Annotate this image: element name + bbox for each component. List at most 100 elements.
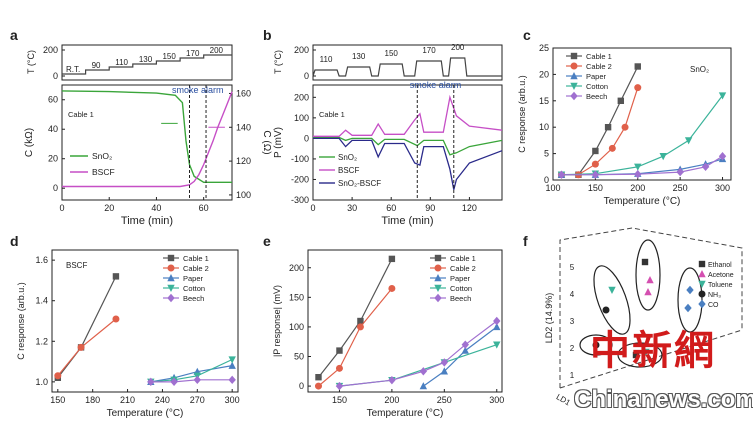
panel-b-ytick-label: -100 (291, 154, 309, 164)
panel-e-data-point (440, 358, 449, 367)
panel-c-ytick-label: 0 (544, 175, 549, 185)
panel-d-ytick-label: 1.0 (35, 377, 48, 387)
panel-c-data-point (557, 170, 566, 179)
panel-d-series-line (150, 365, 233, 383)
panel-c-legend-marker (570, 91, 578, 101)
panel-c-data-point (634, 163, 642, 171)
panel-b-ytick-label: 0 (304, 133, 309, 143)
panel-d-ytick-label: 1.6 (35, 255, 48, 265)
panel-f-box (559, 227, 743, 388)
panel-e-data-point (461, 346, 469, 354)
panel-e-xtick-label: 300 (489, 395, 504, 405)
panel-b-temp-frame (312, 44, 503, 81)
panel-b-xtick-label: 30 (347, 203, 357, 213)
panel-a-toplabel: T (°C) (26, 50, 36, 74)
panel-c-legend-marker (570, 82, 578, 90)
panel-a-y2tick-label: 100 (236, 190, 251, 200)
panel-e-ylabel: |P response| (mV) (272, 285, 282, 357)
panel-a-frame (61, 84, 233, 201)
panel-f-ytick-label: 2 (570, 344, 575, 353)
panel-c-ytick-label: 5 (544, 149, 549, 159)
panel-d-data-point (112, 315, 120, 323)
panel-b-temp-label: 150 (385, 49, 399, 58)
panel-e-data-point (440, 367, 449, 375)
panel-e-data-point (356, 323, 364, 331)
panel-e-series-line (423, 326, 498, 387)
panel-e-legend-marker (434, 284, 442, 292)
panel-f-legend-label: NH₃ (708, 292, 721, 299)
panel-d-data-point (228, 361, 236, 369)
panel-a-xlabel: Time (min) (121, 215, 173, 227)
panel-d-series-line (150, 358, 233, 383)
panel-a-annotation: smoke alarm (172, 85, 224, 95)
panel-d-series-line (57, 276, 117, 379)
panel-c-data-point (621, 123, 629, 131)
panel-e-data-point (388, 284, 396, 292)
panel-a-temp-label: 90 (92, 61, 101, 70)
panel-c-xtick-label: 250 (673, 183, 688, 193)
panel-d-xtick-label: 300 (225, 395, 240, 405)
panel-f-xlabel: LD1 (555, 392, 573, 407)
panel-c-legend-marker (570, 52, 578, 60)
panel-d-xtick-label: 150 (50, 395, 65, 405)
panel-f-data-point (632, 351, 640, 359)
panel-d-legend-marker (167, 264, 175, 272)
panel-e-ytick-label: 150 (289, 292, 304, 302)
panel-d-legend-marker (167, 293, 175, 303)
panel-c-xtick-label: 300 (715, 183, 730, 193)
panel-f-legend-marker (698, 290, 706, 298)
panel-a-ytick-label: 60 (48, 95, 58, 105)
panel-b-letter: b (263, 27, 272, 43)
panel-b-annotation: smoke alarm (410, 80, 462, 90)
panel-c-data-point (718, 92, 727, 100)
panel-e-legend-label: Beech (450, 294, 471, 303)
panel-b-top-ytick-label: 200 (294, 45, 309, 55)
panel-e-xlabel: Temperature (°C) (367, 408, 444, 419)
panel-c-data-point (604, 124, 612, 131)
panel-a-legend-label: BSCF (92, 167, 115, 177)
panel-c-legend-label: Cotton (586, 82, 608, 91)
panel-c-data-point (676, 167, 684, 177)
panel-e-legend-marker (434, 264, 442, 272)
panel-b-xtick-label: 90 (425, 203, 435, 213)
panel-e-series-line (318, 288, 393, 387)
panel-e-data-point (388, 255, 396, 263)
panel-c-legend-label: Beech (586, 92, 607, 101)
panel-b-xtick-label: 0 (310, 203, 315, 213)
panel-f-legend-marker (698, 260, 706, 268)
panel-f-legend-marker (698, 270, 706, 278)
panel-e-legend-label: Cable 2 (450, 264, 476, 273)
panel-c-legend-label: Cable 2 (586, 62, 612, 71)
panel-f-ytick-label: 1 (570, 371, 575, 380)
panel-d-xtick-label: 270 (190, 395, 205, 405)
panel-c-ytick-label: 10 (539, 122, 549, 132)
panel-c-data-point (608, 144, 616, 152)
panel-b-temp-profile (312, 57, 502, 77)
panel-e-data-point (314, 382, 322, 390)
panel-f-ytick-label: 3 (570, 317, 575, 326)
panel-c-data-point (591, 170, 600, 179)
panel-c-data-point (591, 160, 599, 168)
panel-b-temp-label: 110 (320, 55, 333, 64)
panel-c-data-point (617, 97, 625, 104)
panel-b-xtick-label: 60 (386, 203, 396, 213)
panel-a-letter: a (10, 27, 18, 43)
panel-c-legend-label: Cable 1 (586, 52, 612, 61)
panel-b-xtick-label: 120 (462, 203, 477, 213)
panel-d-data-point (147, 377, 155, 387)
panel-f-ytick-label: 4 (570, 290, 575, 299)
panel-d-ylabel: C response (arb.u.) (16, 282, 26, 360)
panel-a-xtick-label: 0 (59, 203, 64, 213)
panel-b-legend-label: BSCF (338, 166, 359, 175)
panel-b-legend-label: SnO₂ (338, 153, 357, 162)
panel-a-sample-label: Cable 1 (68, 110, 94, 119)
panel-d-frame (51, 249, 239, 393)
panel-b-sample-label: Cable 1 (319, 110, 345, 119)
panel-e-legend-marker (434, 274, 442, 282)
panel-b-ytick-label: 200 (294, 92, 309, 102)
panel-e-data-point (493, 316, 501, 326)
panel-e-data-point (419, 382, 428, 390)
panel-f-data-point (602, 306, 610, 314)
panel-d-series-line (150, 379, 233, 383)
